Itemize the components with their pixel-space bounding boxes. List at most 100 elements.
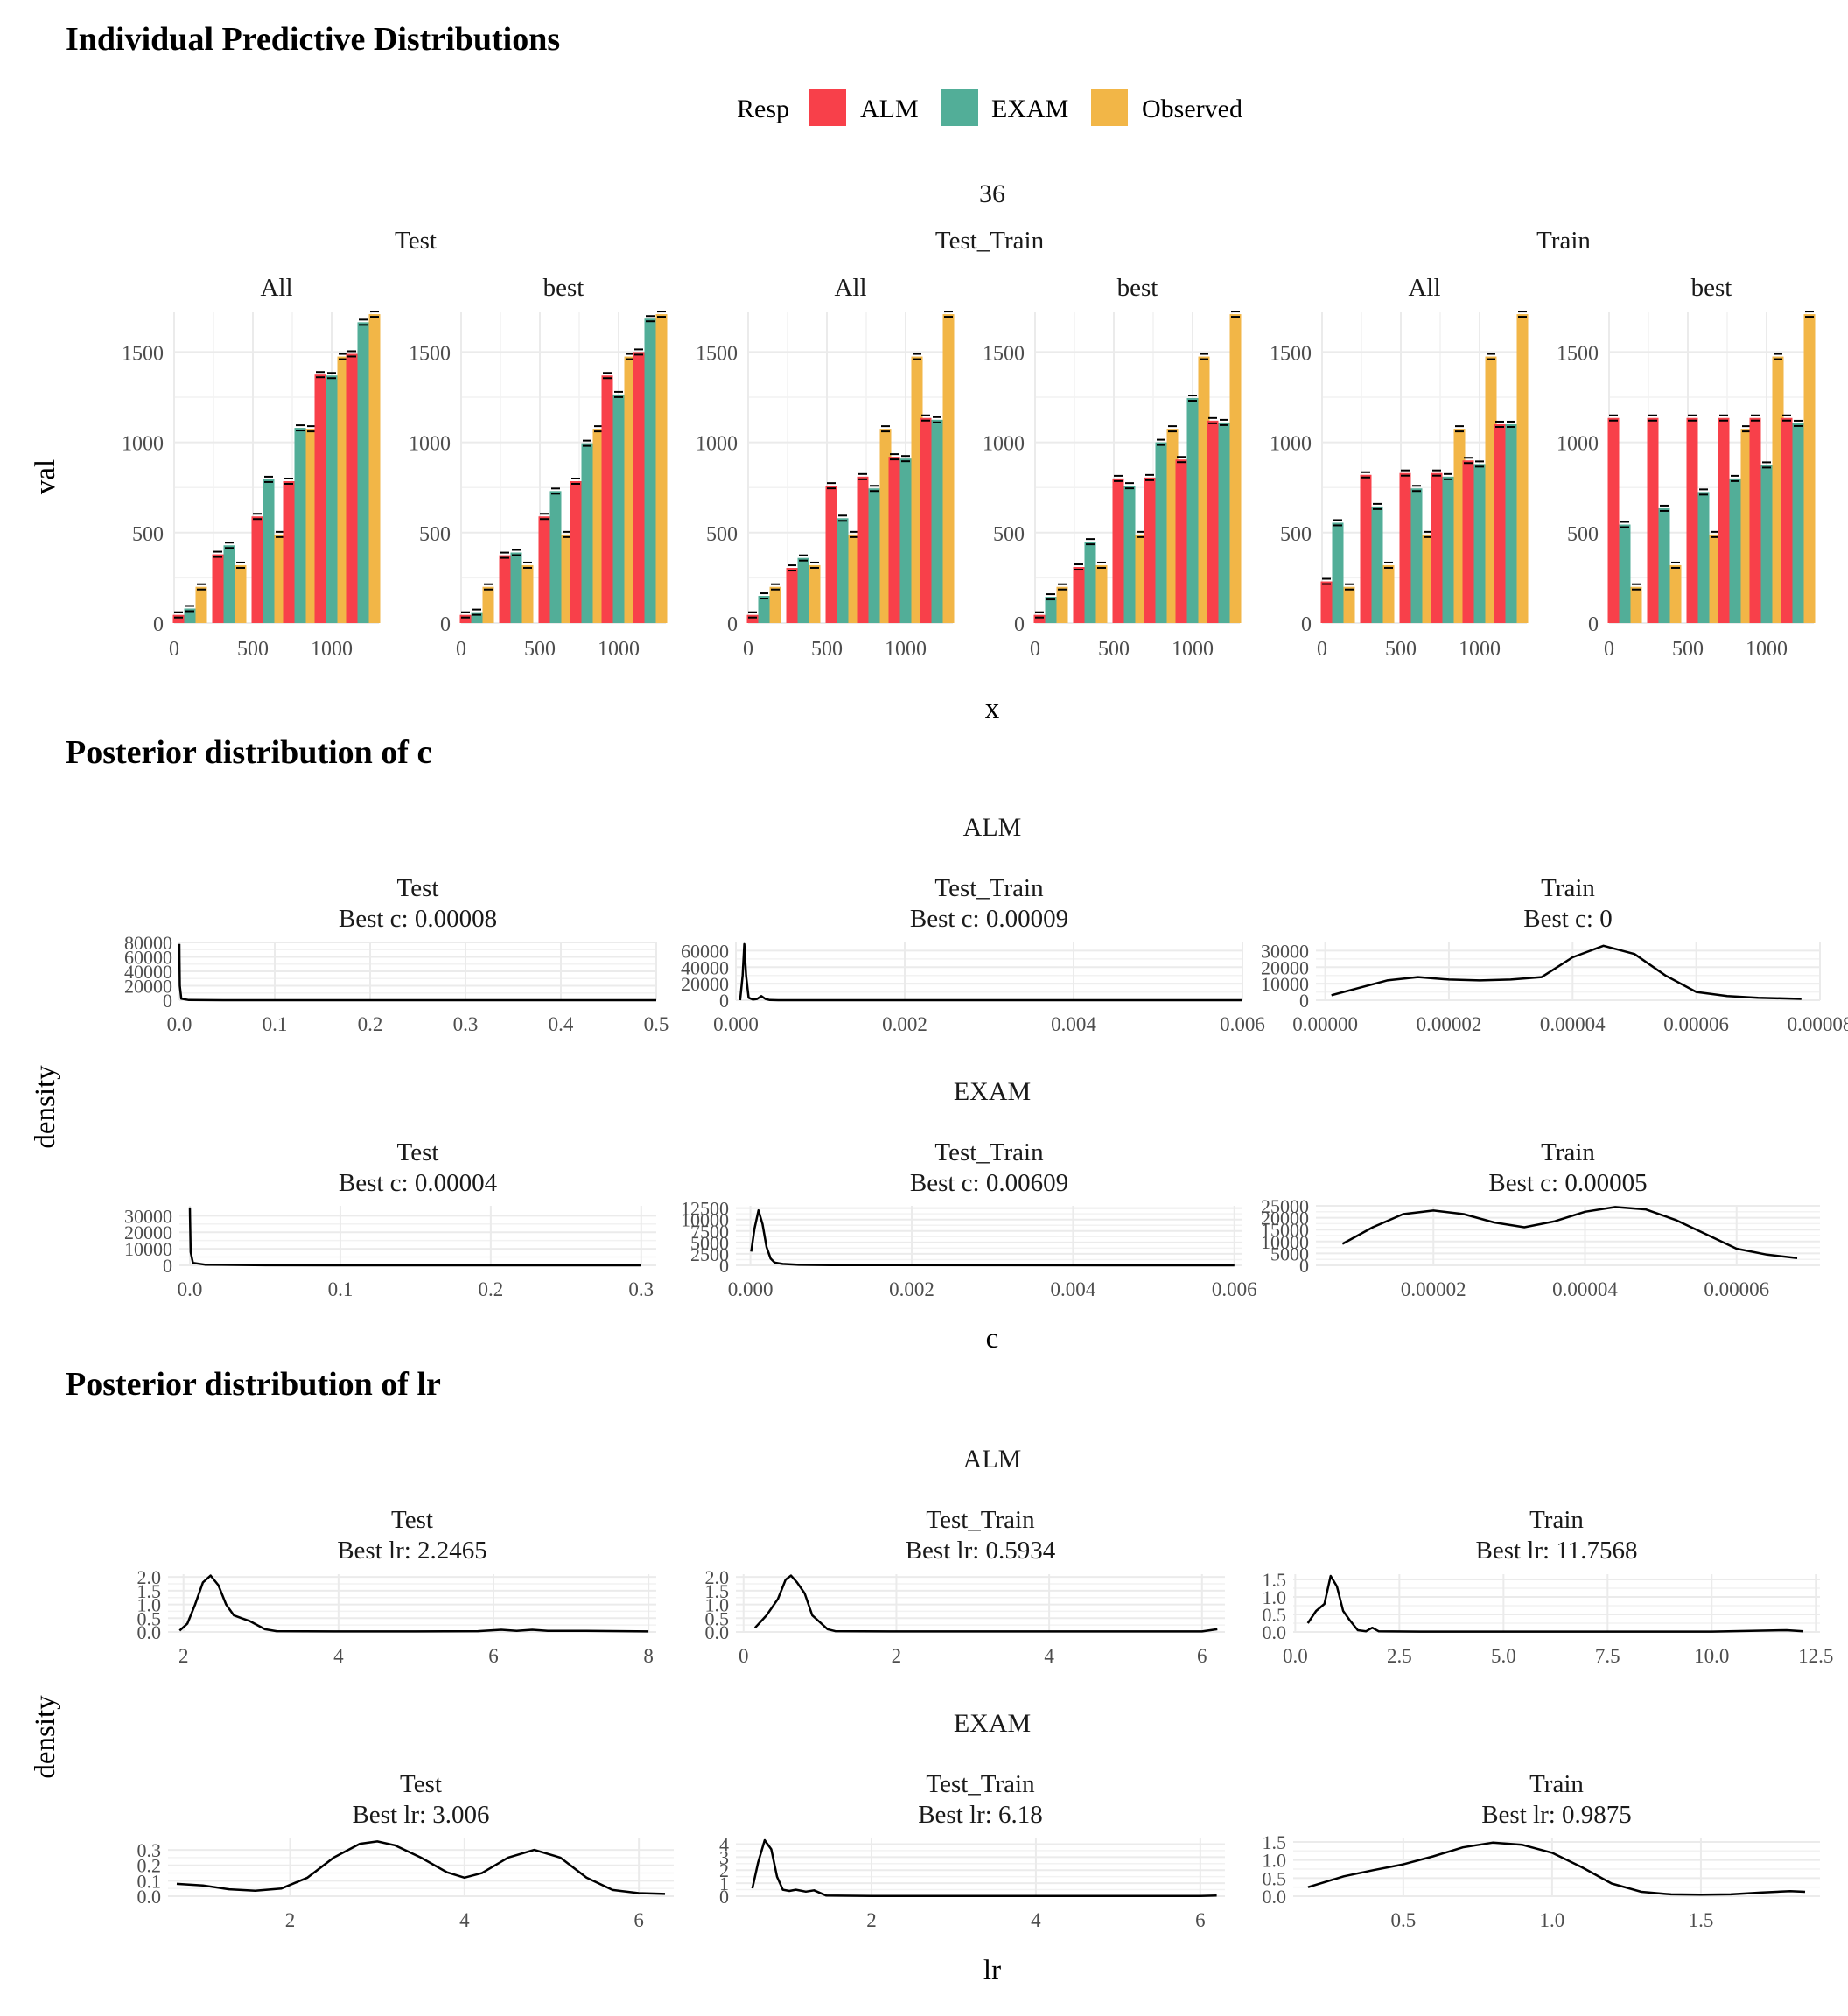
x-tick-label: 4 bbox=[459, 1909, 470, 1931]
y-tick-label: 1 bbox=[719, 1872, 729, 1894]
bar-observed bbox=[1198, 356, 1210, 623]
bar-exam bbox=[1505, 424, 1517, 623]
bar-exam bbox=[1332, 522, 1344, 623]
bar-panel-test-train-best: best 0 500 1000 1500 0 500 1000 bbox=[983, 274, 1242, 661]
bar-observed bbox=[337, 356, 349, 623]
x-tick-label: 0.002 bbox=[889, 1278, 934, 1300]
y-tick-label: 0.3 bbox=[137, 1839, 162, 1861]
bar-exam bbox=[1698, 492, 1710, 623]
bar-exam bbox=[510, 552, 522, 623]
x-tick-label: 1000 bbox=[1172, 638, 1214, 661]
y-tick-label: 1000 bbox=[983, 433, 1025, 456]
legend-swatch-observed bbox=[1091, 89, 1128, 126]
strip-group-label: Test bbox=[400, 1770, 442, 1798]
x-tick-label: 6 bbox=[1197, 1645, 1208, 1667]
bar-exam bbox=[612, 394, 625, 623]
y-tick-label: 20000 bbox=[1261, 1208, 1309, 1229]
bar-alm bbox=[172, 614, 185, 623]
x-tick-label: 1.0 bbox=[1540, 1909, 1565, 1931]
density-curve bbox=[751, 1838, 1217, 1897]
x-tick-label: 0.00004 bbox=[1552, 1278, 1618, 1300]
y-tick-label: 1000 bbox=[409, 433, 451, 456]
bar-exam bbox=[1186, 398, 1199, 623]
x-tick-label: 8 bbox=[643, 1645, 654, 1667]
bar-alm bbox=[633, 352, 645, 623]
y-tick-label: 0 bbox=[719, 990, 729, 1012]
bar-observed bbox=[1056, 586, 1068, 623]
y-tick-label: 0 bbox=[1588, 613, 1599, 636]
y-tick-label: 0 bbox=[727, 613, 738, 636]
bar-observed bbox=[1343, 586, 1355, 623]
y-tick-label: 0 bbox=[153, 613, 164, 636]
bar-exam bbox=[357, 322, 369, 623]
density-curve bbox=[750, 1208, 1235, 1267]
legend-swatch-exam bbox=[942, 89, 978, 126]
x-tick-label: 0 bbox=[456, 638, 466, 661]
x-tick-label: 0.00000 bbox=[1292, 1013, 1358, 1035]
legend-swatch-alm bbox=[809, 89, 846, 126]
strip-sub-label: best bbox=[1117, 274, 1158, 302]
y-tick-label: 3 bbox=[719, 1846, 729, 1868]
strip-group-label: Train bbox=[1541, 874, 1595, 902]
bar-exam bbox=[931, 419, 943, 623]
density-curve bbox=[1341, 1206, 1798, 1260]
strip-group-label: Test_Train bbox=[926, 1506, 1035, 1534]
bar-observed bbox=[1166, 429, 1179, 623]
x-tick-label: 0.006 bbox=[1220, 1013, 1265, 1035]
x-tick-label: 0.006 bbox=[1212, 1278, 1257, 1300]
c-row-label-alm: ALM bbox=[963, 813, 1022, 842]
bar-alm bbox=[1718, 417, 1730, 623]
x-tick-label: 10.0 bbox=[1694, 1645, 1729, 1667]
density-panel-exam-train: Train Best c: 0.00005 05000100001500020000… bbox=[1261, 1138, 1820, 1300]
y-tick-label: 1500 bbox=[1270, 342, 1312, 365]
x-tick-label: 0 bbox=[1604, 638, 1614, 661]
y-tick-label: 1500 bbox=[1557, 342, 1599, 365]
x-tick-label: 0.5 bbox=[644, 1013, 669, 1035]
strip-group-test: Test bbox=[395, 227, 437, 255]
bar-exam bbox=[900, 458, 912, 623]
strip-best-label: Best c: 0.00004 bbox=[339, 1169, 498, 1197]
x-tick-label: 2 bbox=[866, 1909, 877, 1931]
y-tick-label: 60000 bbox=[124, 947, 172, 969]
bar-exam bbox=[326, 375, 338, 623]
strip-group-label: Test bbox=[397, 874, 439, 902]
bar-observed bbox=[1516, 314, 1529, 623]
x-tick-label: 500 bbox=[524, 638, 556, 661]
strip-sub-label: All bbox=[1408, 274, 1440, 302]
density-curve bbox=[178, 943, 656, 1002]
y-tick-label: 40000 bbox=[124, 961, 172, 983]
x-tick-label: 0.00008 bbox=[1788, 1013, 1848, 1035]
bar-alm bbox=[314, 374, 326, 623]
y-tick-label: 1500 bbox=[122, 342, 164, 365]
bar-alm bbox=[1073, 567, 1085, 623]
strip-best-label: Best c: 0.00009 bbox=[910, 905, 1068, 933]
x-tick-label: 500 bbox=[1098, 638, 1130, 661]
bar-alm bbox=[346, 354, 358, 623]
y-tick-label: 1000 bbox=[696, 433, 738, 456]
density-curve bbox=[188, 1207, 641, 1267]
y-tick-label: 0 bbox=[163, 1255, 172, 1277]
bar-exam bbox=[1658, 508, 1670, 623]
x-tick-label: 0 bbox=[1030, 638, 1040, 661]
bar-exam bbox=[1410, 488, 1423, 623]
y-tick-label: 7500 bbox=[690, 1221, 729, 1242]
y-tick-label: 0.0 bbox=[137, 1621, 162, 1643]
y-tick-label: 2 bbox=[719, 1859, 729, 1881]
bar-x-axis-title: x bbox=[985, 693, 1000, 724]
y-tick-label: 500 bbox=[132, 523, 164, 546]
y-tick-label: 1500 bbox=[983, 342, 1025, 365]
bar-observed bbox=[234, 564, 247, 623]
bar-alm bbox=[212, 554, 224, 623]
strip-subject-id: 36 bbox=[979, 179, 1005, 208]
strip-group-label: Test bbox=[391, 1506, 433, 1534]
x-tick-label: 0.00002 bbox=[1417, 1013, 1482, 1035]
y-tick-label: 20000 bbox=[124, 1222, 172, 1243]
c-x-axis-title: c bbox=[986, 1323, 999, 1354]
bar-exam bbox=[644, 318, 656, 623]
bar-panel-train-all: All 0 500 1000 1500 0 500 1000 bbox=[1270, 274, 1529, 661]
y-tick-label: 0.0 bbox=[137, 1886, 162, 1908]
bar-observed bbox=[1135, 534, 1147, 623]
lr-row-label-exam: EXAM bbox=[954, 1709, 1031, 1738]
